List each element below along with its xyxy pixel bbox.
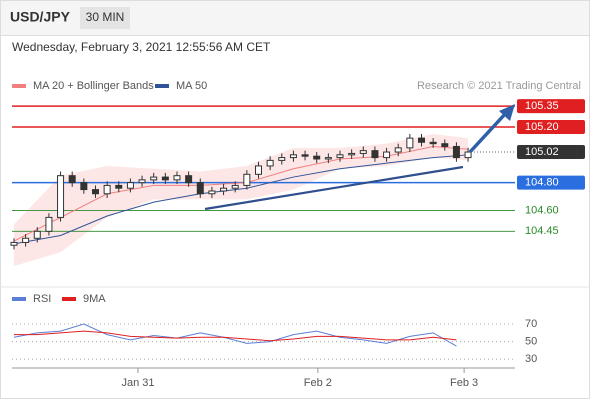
candle-body (348, 152, 356, 156)
level-label: 104.45 (525, 225, 559, 237)
x-tick-label: Jan 31 (121, 377, 154, 389)
legend-label: MA 50 (176, 80, 207, 92)
candle-body (91, 189, 99, 195)
candle-body (208, 190, 216, 195)
level-box (517, 99, 585, 114)
legend-label: RSI (33, 293, 51, 305)
arrow-head (499, 104, 515, 121)
trendline (204, 165, 464, 211)
forecast-arrow (468, 111, 508, 154)
candle-body (313, 155, 321, 160)
candle-body (371, 150, 379, 159)
candle-body (394, 147, 402, 153)
timestamp: Wednesday, February 3, 2021 12:55:56 AM … (12, 40, 271, 54)
credit: Research © 2021 Trading Central (417, 80, 581, 92)
candle-body (301, 154, 309, 157)
candle-body (196, 182, 204, 195)
candle-body (220, 187, 228, 192)
candle-body (126, 182, 134, 189)
interval-badge (80, 7, 130, 29)
candle-body (441, 143, 449, 147)
candle-body (464, 151, 472, 159)
candle-body (115, 184, 123, 189)
legend-swatch (62, 297, 76, 301)
x-tick-label: Feb 3 (450, 377, 478, 389)
y-tick-label: 50 (525, 336, 537, 348)
candle-body (266, 159, 274, 167)
candle-body (359, 150, 367, 154)
legend-swatch (12, 297, 26, 301)
candle-body (33, 230, 41, 239)
candle-body (173, 175, 181, 181)
candle-body (68, 175, 76, 184)
candle-body (138, 179, 146, 184)
legend-swatch (155, 84, 169, 88)
candle-body (383, 151, 391, 159)
level-label: 104.60 (525, 204, 559, 216)
level-box (517, 175, 585, 190)
level-label: 104.80 (525, 177, 559, 189)
candle-body (80, 182, 88, 191)
legend-label: MA 20 + Bollinger Bands (33, 80, 154, 92)
candle-body (10, 241, 18, 246)
symbol: USD/JPY (10, 9, 71, 25)
level-label: 105.02 (525, 146, 559, 158)
candle-body (278, 157, 286, 161)
candle-body (22, 237, 30, 243)
candle-body (452, 145, 460, 159)
level-box (517, 145, 585, 160)
candle-body (336, 154, 344, 159)
legend-label: 9MA (83, 293, 106, 305)
candle-body (185, 175, 193, 184)
candle-body (418, 137, 426, 143)
candle-body (324, 157, 332, 160)
candle-body (429, 141, 437, 145)
y-tick-label: 70 (525, 318, 537, 330)
y-tick-label: 30 (525, 353, 537, 365)
candle-body (45, 216, 53, 232)
x-tick-label: Feb 2 (304, 377, 332, 389)
interval: 30 MIN (86, 10, 125, 24)
candle-body (254, 165, 262, 175)
level-box (517, 119, 585, 134)
candle-body (103, 184, 111, 195)
candle-body (161, 176, 169, 181)
candle-body (406, 137, 414, 149)
candle-body (150, 176, 158, 181)
indicator-line (13, 330, 457, 342)
legend-swatch (12, 84, 26, 88)
candle-body (289, 154, 297, 159)
candle-body (243, 173, 251, 186)
candle-body (57, 175, 65, 218)
level-label: 105.20 (525, 121, 559, 133)
candle-body (231, 184, 239, 189)
level-label: 105.35 (525, 100, 559, 112)
plot: 105.35 105.20 105.02 104.80 104.60 104.45 MA 2… (10, 80, 585, 389)
indicator-line (13, 323, 457, 347)
